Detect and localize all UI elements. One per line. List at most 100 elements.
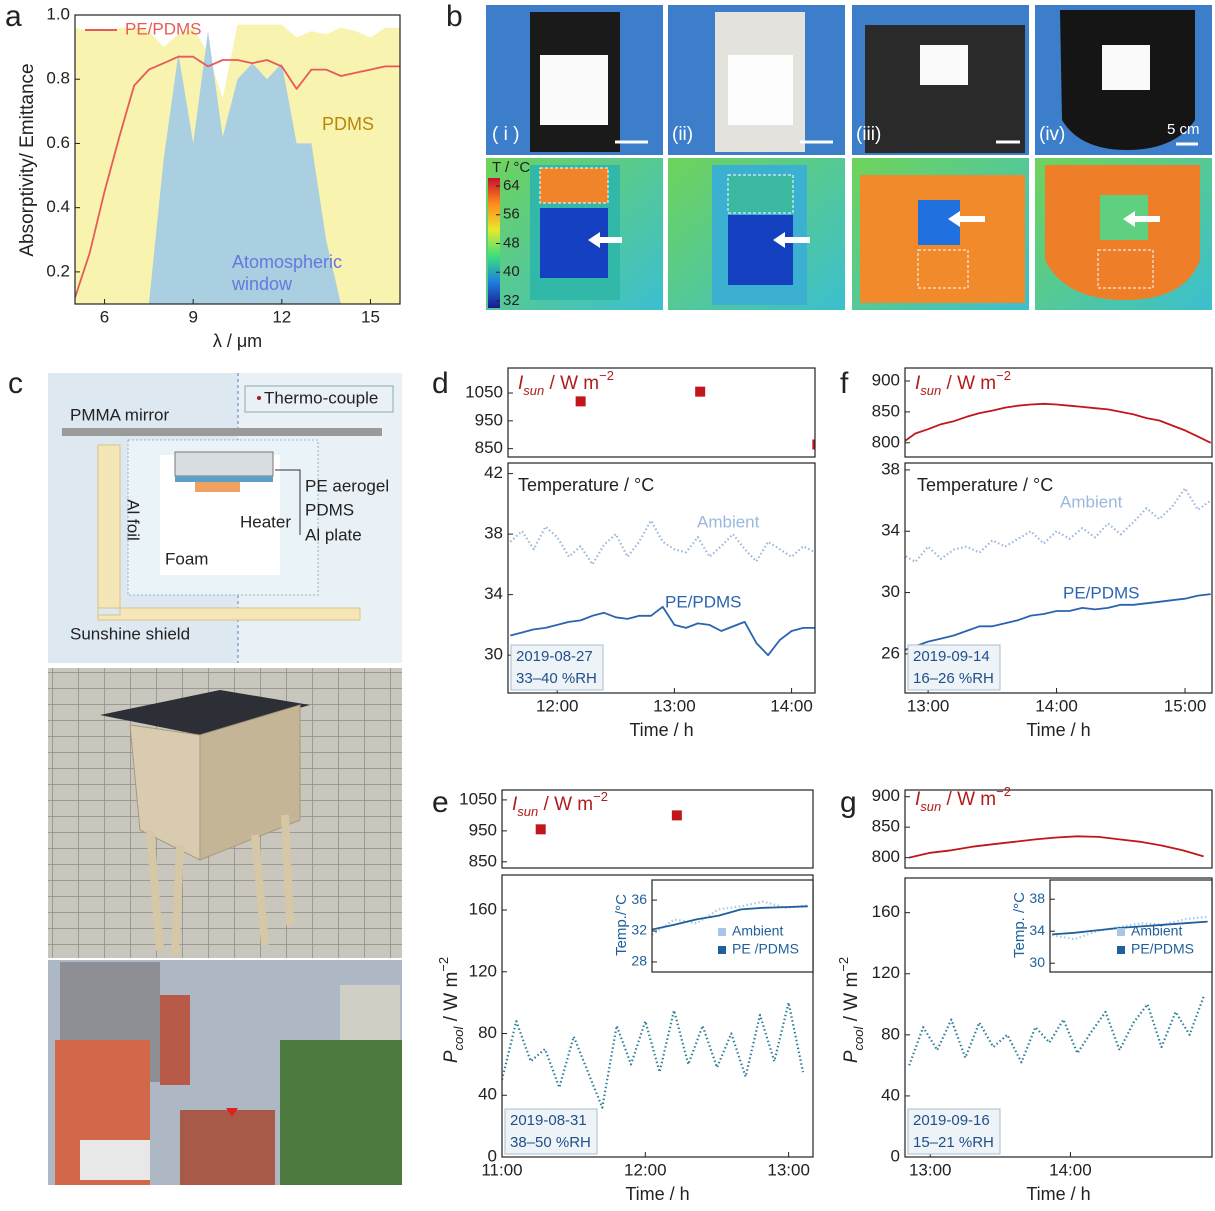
- roi: [917, 249, 969, 289]
- plot-series: [575, 386, 815, 450]
- y-tick-label: 0.8: [46, 69, 70, 88]
- note-box: [907, 1108, 1001, 1155]
- y-tick-label: 42: [484, 463, 503, 482]
- data-point: [671, 810, 682, 821]
- y-tick-label: 850: [469, 851, 497, 870]
- x-tick-label: 13:00: [767, 1160, 810, 1179]
- note-text: 2019-09-14: [913, 648, 990, 665]
- y-axis-label: Isun / W m−2: [512, 789, 608, 819]
- legend-box: [244, 385, 394, 413]
- series-label: Ambient: [697, 512, 760, 531]
- dotted-line: [905, 487, 1212, 563]
- x-tick-label: 11:00: [481, 1160, 522, 1179]
- label-part: / W m: [841, 972, 862, 1027]
- label-part: −2: [436, 957, 451, 972]
- plot-series: [908, 835, 1204, 859]
- plot-frame: [904, 367, 1213, 458]
- panel-label: c: [8, 367, 23, 400]
- thermal-object: [540, 168, 608, 203]
- x-tick-label: 14:00: [770, 696, 813, 715]
- label-part: I: [512, 794, 518, 815]
- y-tick-label: 28: [631, 953, 647, 969]
- legend-swatch: [718, 946, 726, 954]
- annotation: PDMS: [322, 114, 374, 134]
- y-axis-label: Pcool / W m−2: [436, 957, 466, 1063]
- scale-label: 5 cm: [1167, 121, 1200, 138]
- legend-label: Ambient: [732, 923, 783, 939]
- note-text: 16–26 %RH: [913, 670, 994, 687]
- arrow: [595, 216, 1160, 243]
- diagram-label: Heater: [240, 512, 291, 531]
- annotation: Atomospheric: [232, 252, 342, 272]
- plot-series: [535, 810, 825, 835]
- data-point: [812, 439, 815, 450]
- plot-area: [508, 368, 815, 457]
- shield: [97, 444, 361, 621]
- x-axis-label: Time / h: [625, 1184, 689, 1204]
- label-part: / W m: [941, 789, 996, 810]
- label-part: cool: [451, 1025, 466, 1050]
- plot-series: [652, 900, 808, 936]
- pdms-layer: [175, 476, 273, 482]
- label-part: / W m: [941, 373, 996, 394]
- legend-label: PE /PDMS: [732, 941, 799, 957]
- series-label: Ambient: [1060, 492, 1123, 511]
- y-tick-label: 850: [475, 438, 503, 457]
- x-tick-label: 14:00: [1035, 696, 1078, 715]
- dotted-line: [502, 1001, 805, 1109]
- annotation: Temperature / °C: [917, 475, 1053, 495]
- plot-frame: [1049, 879, 1213, 973]
- diagram-label: PMMA mirror: [70, 405, 170, 424]
- plot-frame: [74, 14, 401, 305]
- photo-row: [486, 5, 1212, 155]
- note-text: 2019-08-27: [516, 648, 593, 665]
- marker: [226, 1108, 238, 1117]
- data-point: [695, 386, 706, 397]
- y-axis-label: Pcool / W m−2: [836, 957, 866, 1063]
- plot-series: [509, 519, 815, 657]
- panel-label: f: [840, 367, 849, 400]
- label-part: I: [915, 373, 921, 394]
- label-part: sun: [920, 383, 941, 398]
- roi: [727, 174, 794, 214]
- roi: [539, 167, 609, 204]
- label-part: sun: [517, 804, 538, 819]
- x-axis-label: Time / h: [629, 720, 693, 740]
- y-axis-label: Isun / W m−2: [518, 368, 614, 398]
- y-tick-label: 900: [872, 370, 900, 389]
- data-point: [815, 820, 825, 830]
- annotation: Temperature / °C: [518, 475, 654, 495]
- label-part: cool: [851, 1025, 866, 1050]
- label-part: −2: [599, 368, 614, 383]
- photo-object: [540, 55, 608, 125]
- annotation: window: [231, 274, 293, 294]
- plot-frame: [904, 462, 1213, 694]
- y-tick-label: 850: [872, 817, 900, 836]
- plot-frame: [507, 462, 816, 694]
- label-part: / W m: [538, 794, 593, 815]
- y-tick-label: 950: [469, 820, 497, 839]
- x-axis-label: Time / h: [1026, 1184, 1090, 1204]
- label-part: I: [915, 789, 921, 810]
- y-axis-label: Isun / W m−2: [915, 368, 1011, 398]
- plot-area: [905, 368, 1212, 457]
- plot-series: [502, 1001, 805, 1109]
- panel-label: e: [432, 786, 449, 819]
- x-tick-label: 13:00: [909, 1160, 952, 1179]
- legend-swatch: [1117, 946, 1125, 954]
- label-part: −2: [836, 957, 851, 972]
- line: [1052, 920, 1208, 936]
- y-tick-label: 30: [484, 645, 503, 664]
- diagram-label: Thermo-couple: [264, 388, 378, 407]
- x-tick-label: 15:00: [1164, 696, 1207, 715]
- photo-object: [1102, 45, 1150, 90]
- mirror: [62, 428, 382, 436]
- y-tick-label: 0.2: [46, 261, 70, 280]
- note-text: 15–21 %RH: [913, 1134, 994, 1151]
- scale-bar: [615, 140, 1198, 146]
- plot-frame: [501, 874, 814, 1158]
- y-tick-label: 38: [881, 459, 900, 478]
- y-tick-label: 38: [484, 524, 503, 543]
- note-text: 2019-08-31: [510, 1112, 587, 1129]
